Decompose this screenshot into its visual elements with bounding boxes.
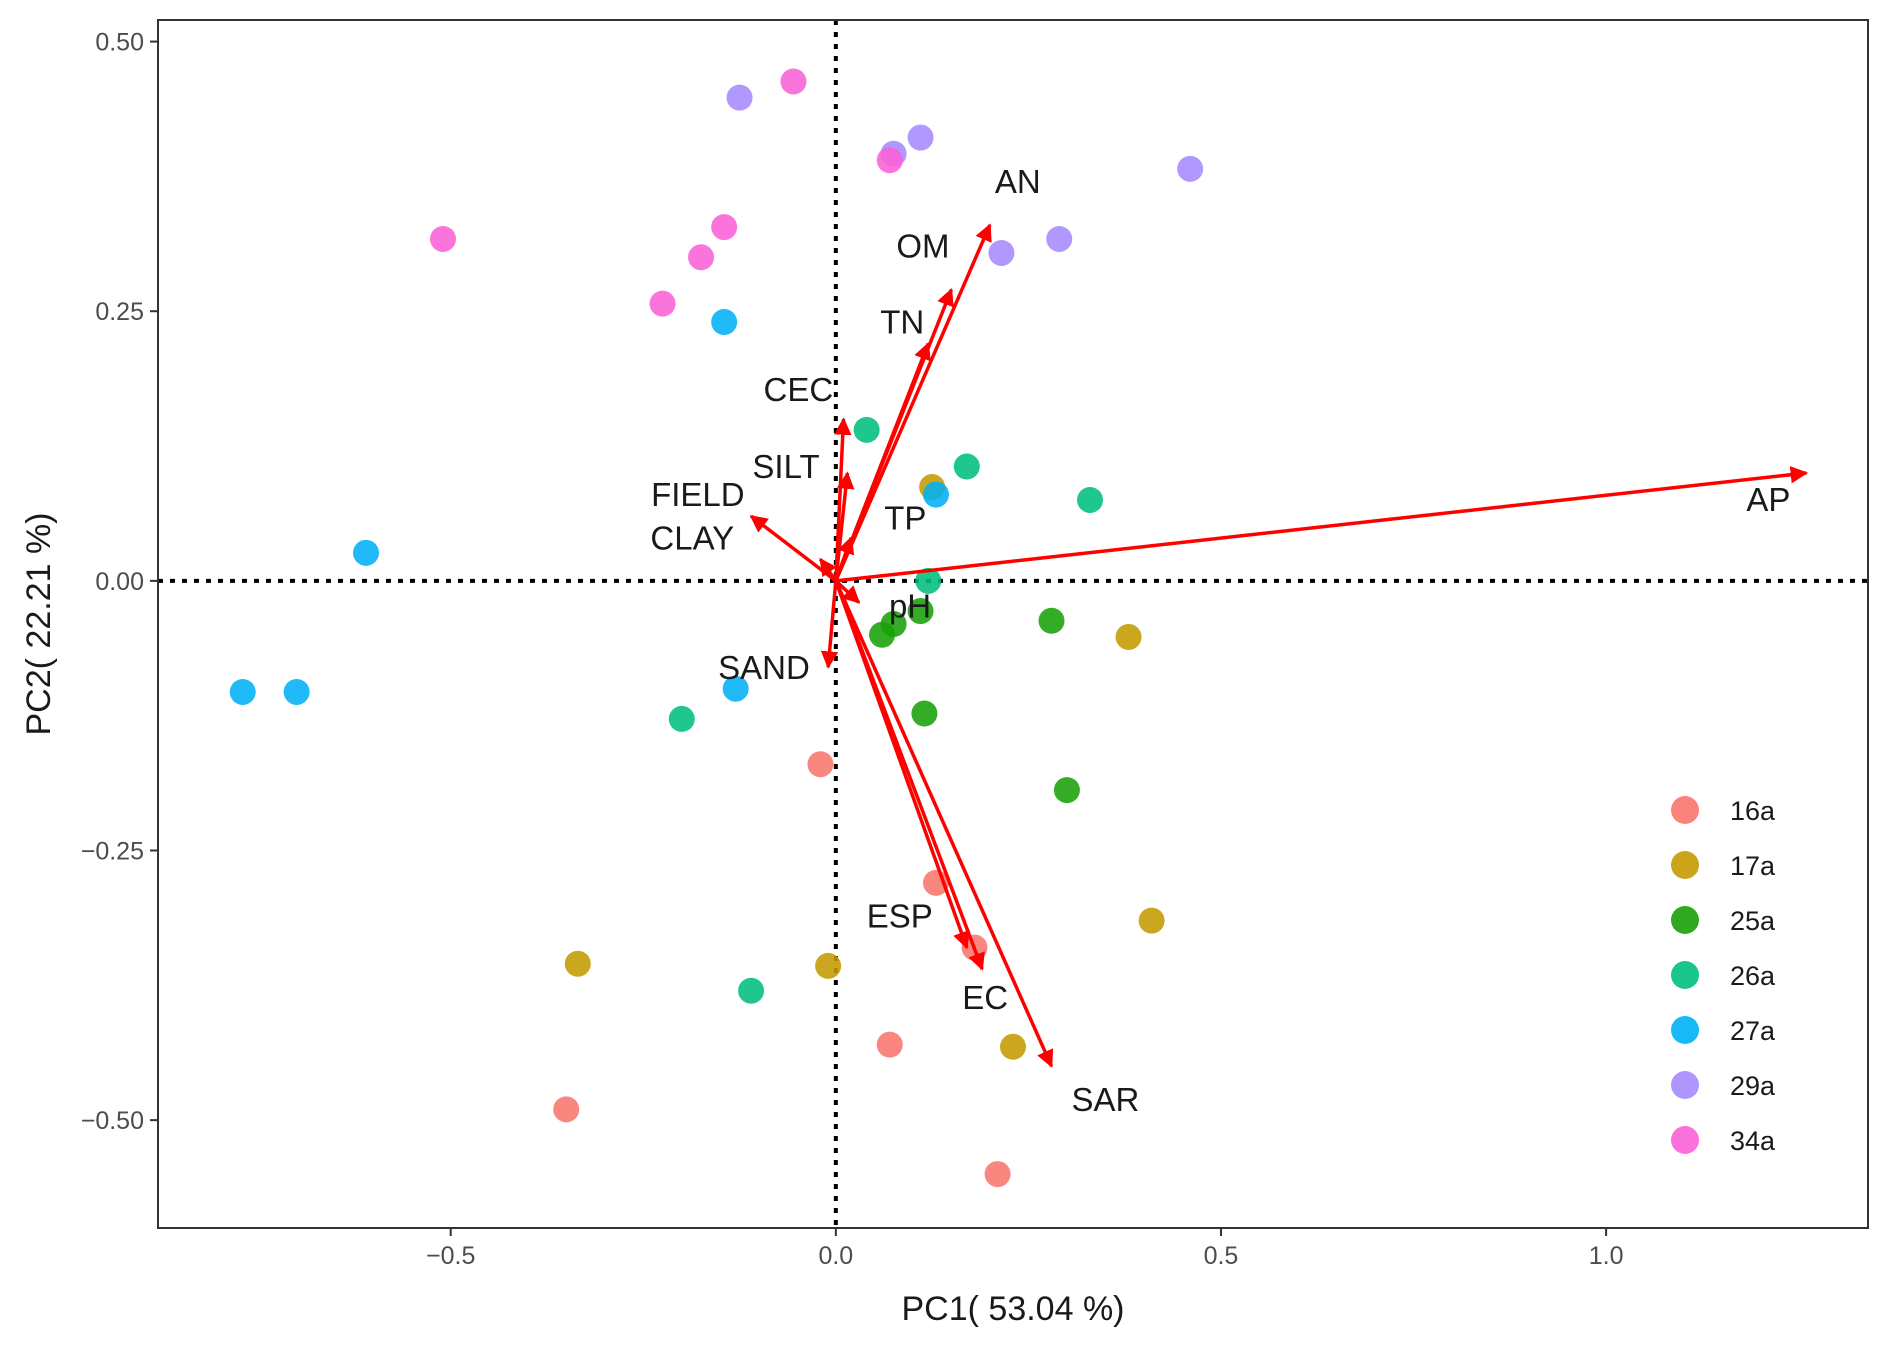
y-tick-label: −0.50 xyxy=(81,1107,144,1135)
loading-label-silt: SILT xyxy=(752,448,819,485)
legend-label-25a: 25a xyxy=(1730,906,1776,936)
loading-arrow-clay xyxy=(819,557,838,582)
loading-arrow-sar xyxy=(834,580,1054,1068)
loading-label-clay: CLAY xyxy=(650,519,734,556)
data-point-29a xyxy=(988,239,1015,266)
legend-label-17a: 17a xyxy=(1730,851,1776,881)
data-point-26a xyxy=(668,705,695,732)
data-point-27a xyxy=(922,481,949,508)
data-point-29a xyxy=(1177,155,1204,182)
legend-key-34a xyxy=(1671,1126,1699,1154)
legend-label-26a: 26a xyxy=(1730,961,1776,991)
loading-label-sar: SAR xyxy=(1072,1081,1140,1118)
data-point-26a xyxy=(953,453,980,480)
data-point-17a xyxy=(1000,1033,1026,1060)
x-tick-label: 1.0 xyxy=(1589,1242,1624,1270)
y-tick-label: 0.25 xyxy=(95,298,144,326)
data-point-27a xyxy=(722,675,749,702)
data-point-25a xyxy=(880,611,907,637)
y-axis-title: PC2( 22.21 %) xyxy=(20,513,58,736)
y-tick-label: 0.00 xyxy=(95,568,144,596)
data-point-29a xyxy=(1046,225,1073,252)
data-point-34a xyxy=(780,68,807,95)
reference-lines-layer xyxy=(158,20,1868,1228)
data-point-29a xyxy=(726,84,753,111)
data-point-27a xyxy=(229,678,256,705)
data-point-17a xyxy=(564,950,591,977)
loading-label-cec: CEC xyxy=(764,371,834,408)
loading-arrow-ap xyxy=(835,466,1809,583)
loading-label-sand: SAND xyxy=(718,649,810,686)
loading-label-tn: TN xyxy=(880,304,924,341)
loading-label-ap: AP xyxy=(1746,481,1790,518)
data-point-25a xyxy=(1038,607,1065,634)
x-tick-label: 0.0 xyxy=(818,1242,853,1270)
x-tick-label: −0.5 xyxy=(426,1242,475,1270)
legend-key-16a xyxy=(1671,796,1699,824)
loading-label-om: OM xyxy=(896,228,949,265)
data-point-34a xyxy=(711,214,738,241)
data-point-16a xyxy=(807,751,834,778)
loading-arrow-ec xyxy=(834,580,985,971)
legend-key-26a xyxy=(1671,961,1699,989)
data-point-29a xyxy=(907,124,934,151)
loading-label-an: AN xyxy=(995,163,1041,200)
data-point-34a xyxy=(876,147,903,174)
data-point-25a xyxy=(911,700,938,727)
data-point-26a xyxy=(915,567,942,594)
data-point-25a xyxy=(907,598,934,625)
legend-label-16a: 16a xyxy=(1730,796,1776,826)
loading-arrow-silt xyxy=(834,471,855,582)
legend-label-34a: 34a xyxy=(1730,1126,1776,1156)
loading-arrow-tp xyxy=(834,536,855,582)
data-point-34a xyxy=(430,225,456,252)
data-point-16a xyxy=(553,1096,580,1123)
data-point-17a xyxy=(1115,623,1142,650)
axes-layer: −0.5 0.0 0.5 1.0 0.50 0.25 0.00 −0.25 −0.50 PC1( … xyxy=(20,19,1869,1328)
score-points-layer xyxy=(229,68,1204,1188)
legend-key-25a xyxy=(1671,906,1699,934)
data-point-34a xyxy=(649,290,676,317)
loading-label-field: FIELD xyxy=(651,476,745,513)
data-point-27a xyxy=(352,539,379,566)
legend-label-29a: 29a xyxy=(1730,1071,1776,1101)
data-point-25a xyxy=(1053,777,1080,804)
legend-key-27a xyxy=(1671,1016,1699,1044)
loading-label-ec: EC xyxy=(962,979,1008,1016)
loading-arrow-ph xyxy=(834,579,861,604)
y-tick-label: −0.25 xyxy=(81,838,144,866)
data-point-16a xyxy=(984,1161,1011,1188)
loading-label-ph: pH xyxy=(889,587,931,624)
legend-label-27a: 27a xyxy=(1730,1016,1776,1046)
data-point-26a xyxy=(853,416,880,443)
y-tick-label: 0.50 xyxy=(95,29,144,57)
data-point-34a xyxy=(688,244,715,271)
data-point-17a xyxy=(815,952,842,979)
legend-key-29a xyxy=(1671,1071,1699,1099)
data-point-26a xyxy=(1077,486,1104,513)
data-point-26a xyxy=(738,977,765,1004)
data-point-27a xyxy=(283,678,310,705)
x-tick-label: 0.5 xyxy=(1204,1242,1239,1270)
loading-arrow-field xyxy=(749,514,837,583)
loading-label-esp: ESP xyxy=(867,898,933,935)
legend: 16a 17a 25a 26a 27a 29a 34a xyxy=(1671,796,1776,1156)
data-point-27a xyxy=(711,309,738,335)
loading-arrow-an xyxy=(834,223,992,582)
x-axis-title: PC1( 53.04 %) xyxy=(902,1290,1125,1328)
data-point-16a xyxy=(876,1031,903,1058)
loading-label-tp: TP xyxy=(884,500,926,537)
loading-arrow-sand xyxy=(820,580,839,669)
plot-panel-border xyxy=(157,19,1869,1229)
legend-key-17a xyxy=(1671,851,1699,879)
data-point-17a xyxy=(1138,907,1165,934)
